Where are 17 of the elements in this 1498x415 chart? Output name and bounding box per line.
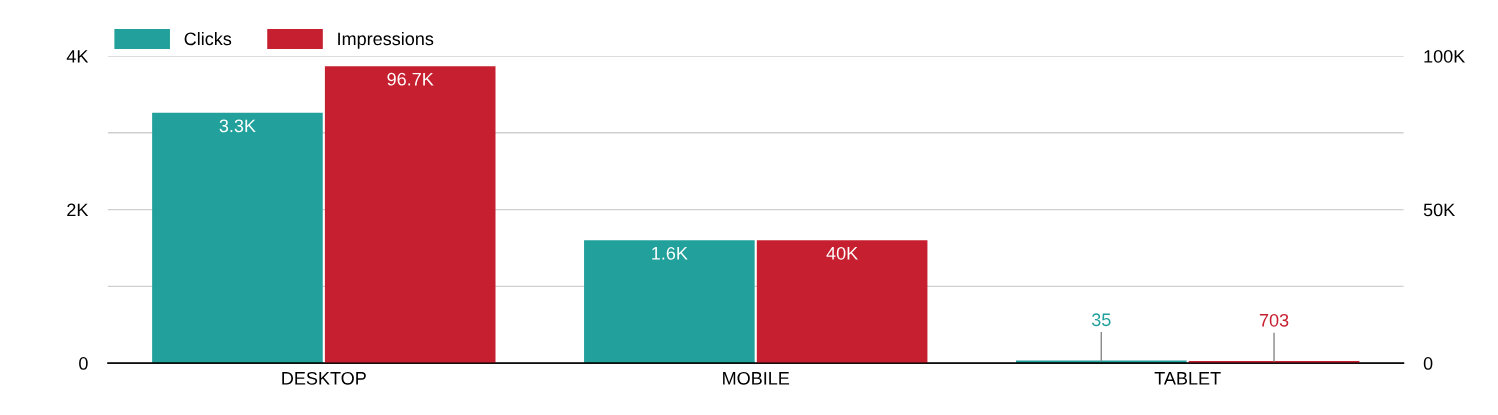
- y2-tick-label: 0: [1423, 357, 1433, 370]
- data-label: 35: [1091, 313, 1111, 327]
- y2-tick-label: 50K: [1423, 203, 1455, 217]
- x-tick-label: MOBILE: [723, 371, 790, 385]
- y-tick-label: 4K: [66, 50, 89, 63]
- legend-label: Clicks: [184, 31, 232, 46]
- y2-tick-label: 100K: [1424, 49, 1466, 63]
- y-tick-label: 2K: [67, 203, 89, 217]
- legend-label: Impressions: [338, 31, 434, 49]
- data-label: 1.6K: [652, 246, 688, 260]
- y-tick-label: 0: [79, 357, 88, 370]
- x-tick-label: DESKTOP: [282, 371, 366, 385]
- data-label: 40K: [826, 246, 858, 260]
- data-label: 96.7K: [387, 72, 434, 86]
- data-label: 3.3K: [219, 119, 256, 133]
- x-tick-label: TABLET: [1154, 372, 1221, 385]
- data-label: 703: [1259, 313, 1289, 327]
